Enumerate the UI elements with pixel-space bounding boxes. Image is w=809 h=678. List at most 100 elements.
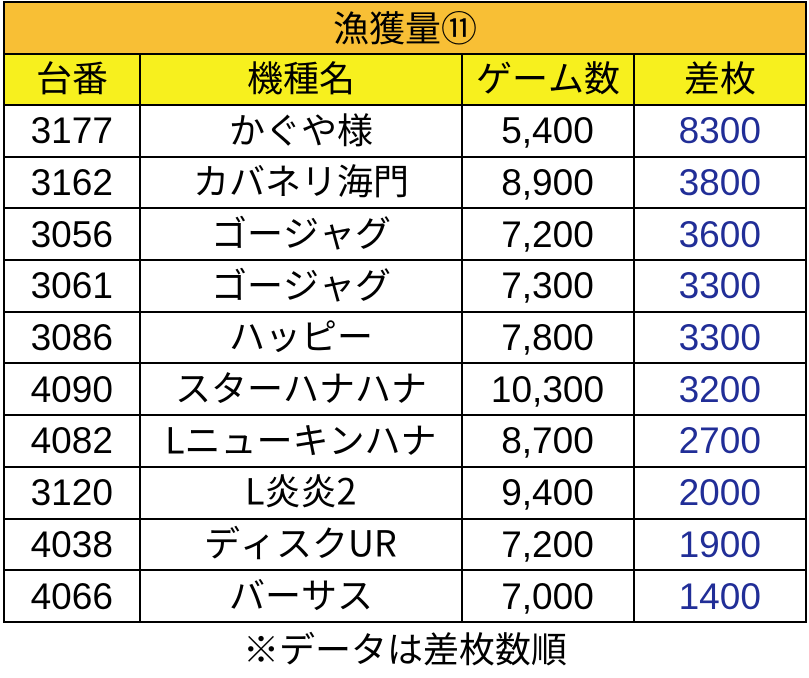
cell-machine-number: 4082 (3, 414, 141, 468)
jp-text-svg (215, 267, 389, 302)
jp-text-svg (231, 112, 372, 146)
cell-diff-medals-text: 1400 (678, 575, 761, 617)
machine-name-text (142, 525, 460, 561)
cell-machine-number: 3086 (3, 310, 141, 365)
catch-volume-table: 3177 5,400 8300 3162 8,900 3800 3056 7,200 3600 3… (3, 1, 807, 623)
cell-diff-medals-text: 8300 (678, 110, 761, 152)
cell-game-count-text: 7,200 (501, 523, 594, 565)
machine-name-text (142, 371, 460, 406)
cell-game-count: 7,200 (460, 207, 635, 262)
cell-game-count: 8,700 (460, 414, 635, 468)
machine-name-text (142, 215, 460, 250)
column-header-text (464, 60, 632, 95)
cell-game-count-text: 7,000 (501, 575, 594, 617)
cell-machine-number-text: 3120 (30, 472, 113, 514)
jp-text-svg (196, 164, 406, 198)
jp-text-svg (168, 424, 434, 455)
cell-machine-number-text: 3162 (30, 162, 113, 204)
footer-note-text (243, 631, 567, 666)
jp-text-svg (685, 61, 755, 95)
cell-game-count-text: 8,900 (501, 162, 594, 204)
table-body: 3177 5,400 8300 3162 8,900 3800 3056 7,200 3600 3… (3, 104, 807, 623)
cell-diff-medals-text: 2000 (678, 472, 761, 514)
cell-machine-name (138, 362, 463, 417)
column-header-text (142, 60, 460, 95)
cell-diff-medals-text: 1900 (678, 523, 761, 565)
table-row: 4038 7,200 1900 (3, 517, 807, 572)
jp-text-svg (334, 11, 476, 46)
cell-machine-name (138, 104, 463, 158)
machine-name-text (142, 422, 460, 457)
cell-diff-medals-text: 3600 (678, 213, 761, 255)
cell-game-count: 7,200 (460, 517, 635, 572)
jp-text-svg (248, 474, 355, 508)
cell-machine-number-text: 3056 (30, 213, 113, 255)
table-head (3, 1, 807, 106)
machine-name-text (142, 474, 460, 509)
cell-game-count: 5,400 (460, 104, 635, 158)
table-title-row (3, 1, 807, 55)
cell-diff-medals: 1900 (632, 517, 807, 572)
cell-machine-name (138, 207, 463, 262)
column-header-machine-name (138, 52, 463, 106)
cell-machine-name (138, 465, 463, 520)
cell-game-count-text: 9,400 (501, 472, 594, 514)
footer-note (0, 631, 809, 668)
page-title-text (6, 11, 804, 46)
cell-machine-number: 4038 (3, 517, 141, 572)
cell-game-count: 7,800 (460, 310, 635, 365)
cell-game-count-text: 7,200 (501, 213, 594, 255)
cell-machine-number: 3120 (3, 465, 141, 520)
jp-text-svg (178, 372, 424, 404)
cell-game-count: 7,000 (460, 569, 635, 623)
cell-game-count: 8,900 (460, 155, 635, 210)
jp-text-svg (231, 320, 369, 353)
cell-machine-name (138, 517, 463, 572)
table-header-row (3, 52, 807, 106)
jp-text-svg (207, 525, 396, 560)
cell-machine-number: 3061 (3, 259, 141, 313)
cell-diff-medals-text: 2700 (678, 420, 761, 462)
cell-machine-name (138, 155, 463, 210)
column-header-game-count (460, 52, 635, 106)
table-row: 4066 7,000 1400 (3, 569, 807, 623)
cell-diff-medals-text: 3300 (678, 317, 761, 359)
cell-game-count-text: 7,300 (501, 265, 594, 307)
jp-text-svg (38, 61, 107, 95)
table-row: 3061 7,300 3300 (3, 259, 807, 313)
cell-machine-number: 3056 (3, 207, 141, 262)
column-header-machine-number (3, 52, 141, 106)
table-row: 3177 5,400 8300 (3, 104, 807, 158)
table-row: 3162 8,900 3800 (3, 155, 807, 210)
cell-game-count-text: 10,300 (490, 368, 605, 410)
cell-diff-medals: 3300 (632, 310, 807, 365)
cell-diff-medals: 3200 (632, 362, 807, 417)
cell-machine-number-text: 4038 (30, 523, 113, 565)
cell-game-count-text: 5,400 (501, 110, 594, 152)
cell-game-count-text: 7,800 (501, 317, 594, 359)
cell-machine-number-text: 4082 (30, 420, 113, 462)
cell-machine-number-text: 4066 (30, 575, 113, 617)
cell-machine-number: 4090 (3, 362, 141, 417)
table-row: 3056 7,200 3600 (3, 207, 807, 262)
cell-game-count-text: 8,700 (501, 420, 594, 462)
machine-name-text (142, 112, 460, 147)
cell-diff-medals: 1400 (632, 569, 807, 623)
machine-name-text (142, 164, 460, 199)
cell-machine-number-text: 3086 (30, 317, 113, 359)
jp-text-svg (247, 631, 566, 666)
cell-game-count: 10,300 (460, 362, 635, 417)
cell-game-count: 7,300 (460, 259, 635, 313)
page-title (3, 1, 807, 55)
table-row: 3086 7,800 3300 (3, 310, 807, 365)
cell-machine-number-text: 3061 (30, 265, 113, 307)
table-row: 3120 9,400 2000 (3, 465, 807, 520)
column-header-text (635, 60, 804, 95)
machine-name-text (142, 319, 460, 354)
cell-machine-name (138, 414, 463, 468)
jp-text-svg (247, 61, 351, 95)
cell-machine-number: 3177 (3, 104, 141, 158)
jp-text-svg (215, 215, 389, 250)
table-row: 4090 10,300 3200 (3, 362, 807, 417)
